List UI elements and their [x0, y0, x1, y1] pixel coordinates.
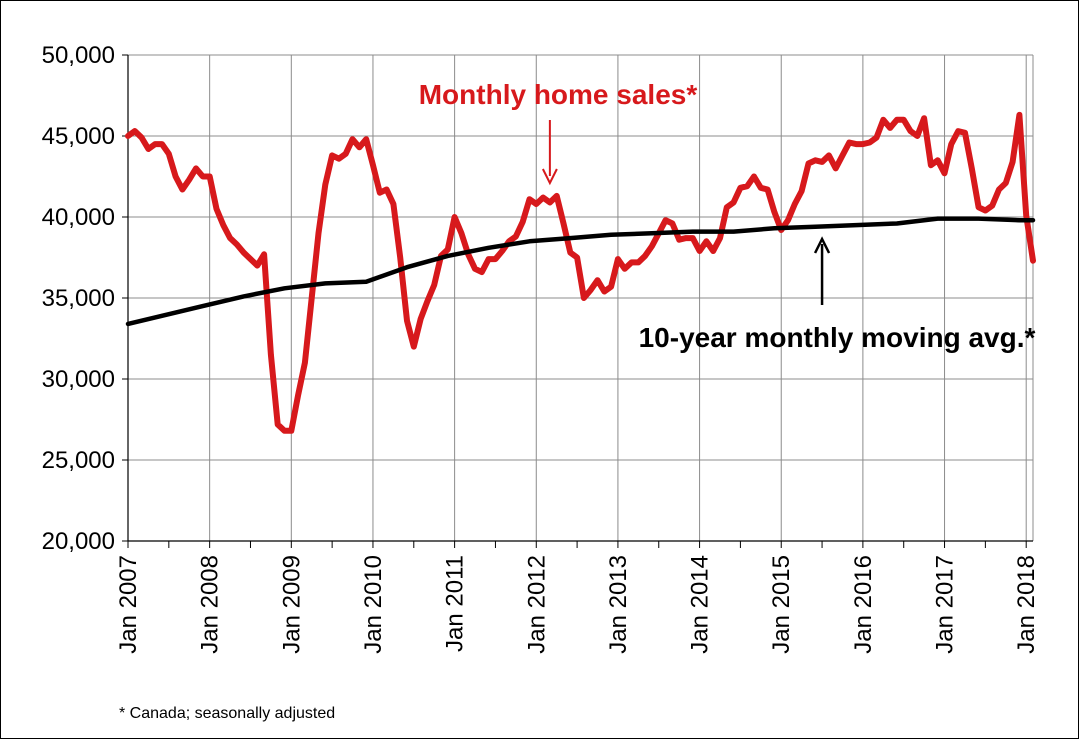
- y-tick-label: 20,000: [42, 528, 115, 555]
- gridlines: [127, 54, 1034, 542]
- x-tick-label: Jan 2007: [115, 555, 142, 654]
- series-line-moving-average: [125, 216, 1036, 327]
- series-lines: [125, 111, 1036, 434]
- x-tick-label: Jan 2008: [197, 555, 224, 654]
- annotations: Monthly home sales* 10-year monthly movin…: [419, 79, 1036, 353]
- y-tick-label: 30,000: [42, 366, 115, 393]
- x-tick-label: Jan 2017: [932, 555, 959, 654]
- axis-ticks: [122, 54, 1033, 548]
- x-tick-label: Jan 2013: [605, 555, 632, 654]
- y-tick-label: 40,000: [42, 204, 115, 231]
- annotation-monthly-sales: Monthly home sales*: [419, 79, 698, 110]
- series-line-monthly-sales: [125, 111, 1036, 434]
- x-tick-label: Jan 2016: [850, 555, 877, 654]
- x-tick-label: Jan 2014: [687, 555, 714, 654]
- x-tick-label: Jan 2011: [442, 555, 469, 652]
- annotation-arrow-head: [541, 168, 558, 186]
- x-tick-label: Jan 2015: [768, 555, 795, 654]
- footnote: * Canada; seasonally adjusted: [119, 705, 336, 722]
- y-tick-labels: 20,000 25,000 30,000 35,000 40,000 45,000 50,0…: [42, 42, 115, 555]
- y-tick-label: 35,000: [42, 285, 115, 312]
- x-tick-label: Jan 2012: [523, 555, 550, 654]
- annotation-moving-average: 10-year monthly moving avg.*: [639, 322, 1036, 353]
- y-tick-label: 25,000: [42, 447, 115, 474]
- y-tick-label: 50,000: [42, 42, 115, 69]
- x-tick-label: Jan 2018: [1013, 555, 1040, 654]
- y-tick-label: 45,000: [42, 123, 115, 150]
- x-tick-labels: Jan 2007 Jan 2008 Jan 2009 Jan 2010 Jan 2011…: [115, 555, 1040, 654]
- x-tick-label: Jan 2010: [360, 555, 387, 654]
- annotation-arrow-head: [813, 236, 831, 254]
- x-tick-label: Jan 2009: [278, 555, 305, 654]
